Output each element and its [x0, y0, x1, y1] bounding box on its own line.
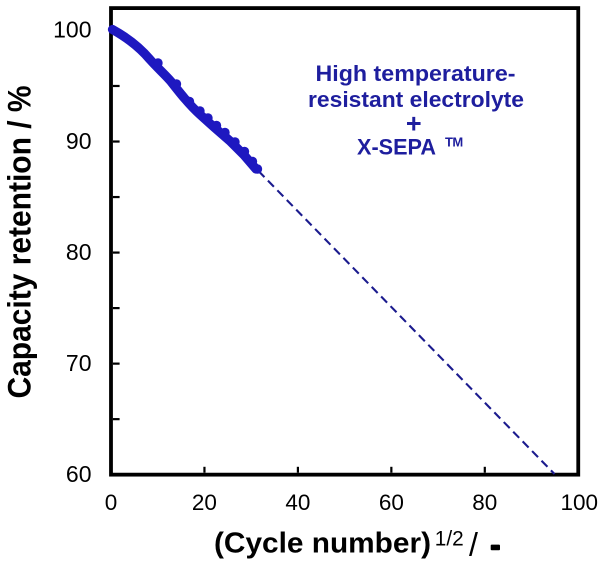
svg-text:70: 70 [66, 350, 92, 376]
svg-text:60: 60 [379, 490, 404, 515]
svg-text:80: 80 [472, 490, 497, 515]
svg-text:0: 0 [105, 490, 118, 515]
svg-text:80: 80 [66, 239, 92, 265]
svg-text:resistant electrolyte: resistant electrolyte [308, 87, 524, 112]
svg-text:+: + [406, 109, 422, 139]
svg-text:TM: TM [445, 135, 463, 150]
svg-text:Capacity retention / %: Capacity retention / % [2, 86, 38, 399]
svg-text:60: 60 [66, 461, 92, 487]
svg-text:100: 100 [53, 17, 91, 43]
svg-text:90: 90 [66, 128, 92, 154]
svg-text:/: / [469, 527, 478, 563]
svg-text:20: 20 [192, 490, 217, 515]
svg-text:40: 40 [285, 490, 310, 515]
svg-text:(Cycle number): (Cycle number) [214, 528, 431, 560]
svg-text:100: 100 [561, 490, 599, 515]
svg-text:High temperature-: High temperature- [316, 61, 516, 86]
svg-text:1/2: 1/2 [435, 527, 464, 550]
svg-text:X-SEPA: X-SEPA [357, 134, 436, 159]
